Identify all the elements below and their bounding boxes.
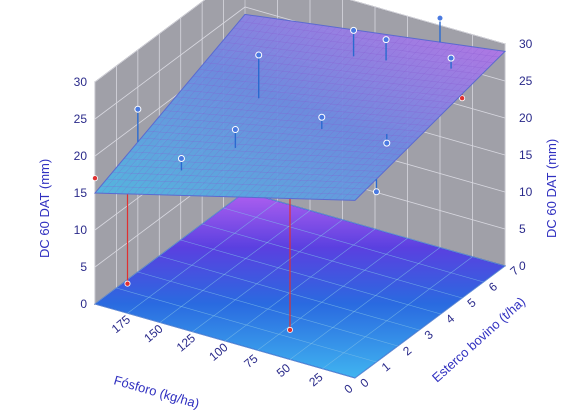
surface-mesh-y bbox=[118, 165, 379, 178]
floor-contour bbox=[93, 191, 507, 379]
x-tick: 75 bbox=[241, 351, 260, 371]
floor-grid-x bbox=[322, 256, 473, 369]
floor-grid-y bbox=[244, 191, 506, 267]
surface-mesh-y bbox=[227, 34, 488, 69]
data-point-below bbox=[286, 326, 293, 333]
z-tick-left: 0 bbox=[80, 297, 87, 311]
floor-grid-y bbox=[223, 207, 484, 283]
z-tick-right: 25 bbox=[519, 74, 533, 88]
floor-grid-x bbox=[257, 238, 408, 351]
x-tick: 175 bbox=[109, 312, 134, 336]
surface-mesh-y bbox=[187, 82, 448, 109]
z-tick-left: 30 bbox=[74, 75, 88, 89]
surface-mesh-y bbox=[141, 137, 402, 155]
floor-grid-x bbox=[289, 247, 441, 360]
z-tick-left: 15 bbox=[74, 186, 88, 200]
wall-grid-z bbox=[94, 0, 506, 83]
z-tick-left: 5 bbox=[80, 260, 87, 274]
data-point-above bbox=[447, 54, 455, 62]
floor-grid-x bbox=[224, 228, 376, 342]
data-point-above bbox=[177, 155, 185, 162]
surface-mesh-y bbox=[204, 62, 465, 92]
x-tick: 50 bbox=[274, 361, 293, 381]
data-point-above bbox=[382, 36, 390, 44]
data-point-above bbox=[134, 105, 142, 113]
data-point-below bbox=[124, 280, 131, 287]
data-point-above bbox=[372, 188, 380, 196]
y-tick: 1 bbox=[379, 359, 393, 374]
surface-mesh-y bbox=[146, 130, 407, 150]
floor-grid-y bbox=[116, 287, 377, 363]
floor-grid-x bbox=[354, 265, 506, 379]
x-tick: 25 bbox=[306, 370, 325, 390]
surface-mesh-y bbox=[158, 117, 419, 138]
surface-mesh-y bbox=[221, 41, 482, 75]
z-axis-label-left: DC 60 DAT (mm) bbox=[37, 159, 52, 258]
data-point-above bbox=[255, 51, 263, 59]
data-point-above bbox=[383, 139, 391, 147]
data-point-below bbox=[92, 175, 99, 182]
data-point-below bbox=[459, 95, 466, 102]
z-tick-right: 10 bbox=[519, 185, 533, 199]
z-tick-left: 10 bbox=[74, 223, 88, 237]
floor-grid-x bbox=[94, 191, 246, 305]
y-tick: 6 bbox=[486, 279, 500, 294]
points-below-surface bbox=[92, 93, 466, 333]
x-tick: 0 bbox=[341, 381, 355, 396]
x-axis-label: Fósforo (kg/ha) bbox=[112, 372, 201, 410]
z-tick-right: 15 bbox=[519, 148, 533, 162]
points-above-surface bbox=[134, 14, 455, 196]
surface-mesh-y bbox=[100, 185, 361, 195]
surface-mesh-y bbox=[239, 21, 500, 58]
y-tick: 3 bbox=[422, 327, 436, 342]
y-tick: 5 bbox=[465, 295, 479, 310]
z-tick-left: 20 bbox=[74, 149, 88, 163]
surface-mesh-y bbox=[164, 110, 425, 132]
floor-grid-x bbox=[127, 201, 278, 314]
data-point-above bbox=[318, 113, 326, 121]
floor-grid-y bbox=[159, 255, 420, 331]
surface-mesh-y bbox=[175, 96, 436, 121]
y-tick: 4 bbox=[443, 311, 457, 326]
x-tick: 100 bbox=[206, 340, 231, 364]
surface-mesh-y bbox=[193, 76, 454, 104]
surface-mesh-y bbox=[123, 158, 384, 172]
z-axis-label-right: DC 60 DAT (mm) bbox=[544, 139, 559, 238]
data-point-above bbox=[436, 14, 444, 22]
y-tick: 2 bbox=[400, 343, 414, 358]
floor-grid-y bbox=[202, 223, 463, 299]
z-tick-right: 30 bbox=[519, 37, 533, 51]
z-tick-right: 0 bbox=[519, 259, 526, 273]
data-point-above bbox=[231, 126, 239, 134]
floor-grid-x bbox=[159, 210, 311, 323]
surface-mesh-y bbox=[169, 103, 431, 127]
data-point-above bbox=[350, 26, 358, 34]
surface-mesh-y bbox=[135, 144, 396, 161]
x-tick: 125 bbox=[174, 331, 199, 355]
floor-grid-y bbox=[180, 239, 441, 315]
surface-mesh-y bbox=[210, 55, 471, 86]
surface-mesh-y bbox=[129, 151, 390, 167]
surface-mesh-y bbox=[181, 89, 442, 115]
x-tick: 150 bbox=[141, 321, 166, 345]
z-tick-left: 25 bbox=[74, 112, 88, 126]
surface-mesh-y bbox=[198, 69, 459, 98]
floor-grid-x bbox=[192, 219, 343, 332]
surface-mesh-y bbox=[152, 124, 413, 144]
y-tick: 0 bbox=[357, 375, 371, 390]
floor-grid-y bbox=[137, 271, 398, 347]
floor-grid-y bbox=[94, 303, 356, 379]
z-tick-right: 20 bbox=[519, 111, 533, 125]
z-tick-right: 5 bbox=[519, 222, 526, 236]
surface-mesh-y bbox=[112, 172, 373, 184]
surface-mesh-y bbox=[106, 179, 367, 190]
fitted-surface bbox=[93, 13, 507, 201]
